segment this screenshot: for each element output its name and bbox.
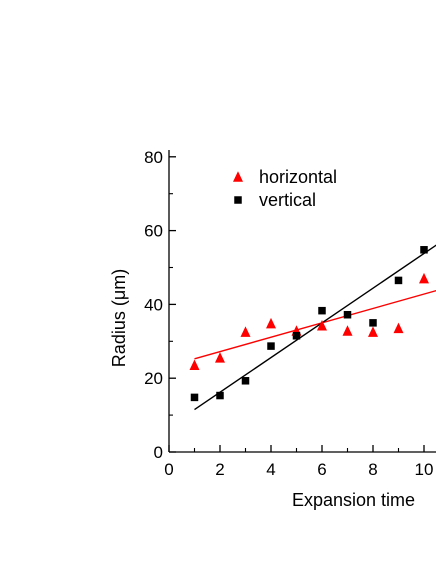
fit-line-vertical (194, 244, 436, 411)
point-vertical (318, 306, 326, 315)
point-horizontal (215, 352, 225, 363)
y-tick-label: 40 (144, 295, 163, 314)
x-tick-label: 0 (164, 460, 173, 479)
point-horizontal (368, 326, 378, 337)
legend-marker-horizontal (233, 171, 243, 182)
point-vertical (216, 391, 224, 400)
point-vertical (190, 393, 199, 402)
point-vertical (343, 310, 352, 319)
legend: horizontal vertical (233, 167, 337, 210)
point-horizontal (393, 322, 404, 334)
point-horizontal (240, 326, 251, 337)
legend-marker-vertical (234, 196, 242, 204)
point-horizontal (266, 317, 276, 329)
point-vertical (420, 246, 428, 254)
point-horizontal (189, 359, 200, 371)
legend-label-horizontal: horizontal (259, 167, 337, 187)
x-tick-label: 8 (368, 460, 377, 479)
x-tick-label: 10 (415, 460, 434, 479)
point-horizontal (419, 272, 429, 284)
y-tick-label: 80 (144, 148, 163, 167)
y-tick-label: 0 (154, 443, 163, 462)
point-vertical (241, 377, 250, 385)
x-tick-label: 2 (215, 460, 224, 479)
x-axis-label: Expansion time (292, 490, 415, 510)
point-vertical (394, 276, 403, 285)
y-tick-label: 20 (144, 369, 163, 388)
axes: 0 20 40 60 80 0 2 4 6 8 10 (144, 148, 436, 479)
x-tick-label: 6 (317, 460, 326, 479)
fit-line-horizontal (194, 289, 436, 360)
point-vertical (267, 342, 275, 350)
fit-lines (194, 244, 436, 411)
x-tick-label: 4 (266, 460, 275, 479)
point-horizontal (342, 325, 353, 336)
point-vertical (369, 319, 377, 327)
y-tick-label: 60 (144, 222, 163, 241)
point-vertical (292, 332, 301, 340)
y-axis-label: Radius (μm) (109, 269, 129, 367)
point-horizontal (317, 320, 327, 331)
legend-label-vertical: vertical (259, 190, 316, 210)
data-points (189, 246, 429, 402)
